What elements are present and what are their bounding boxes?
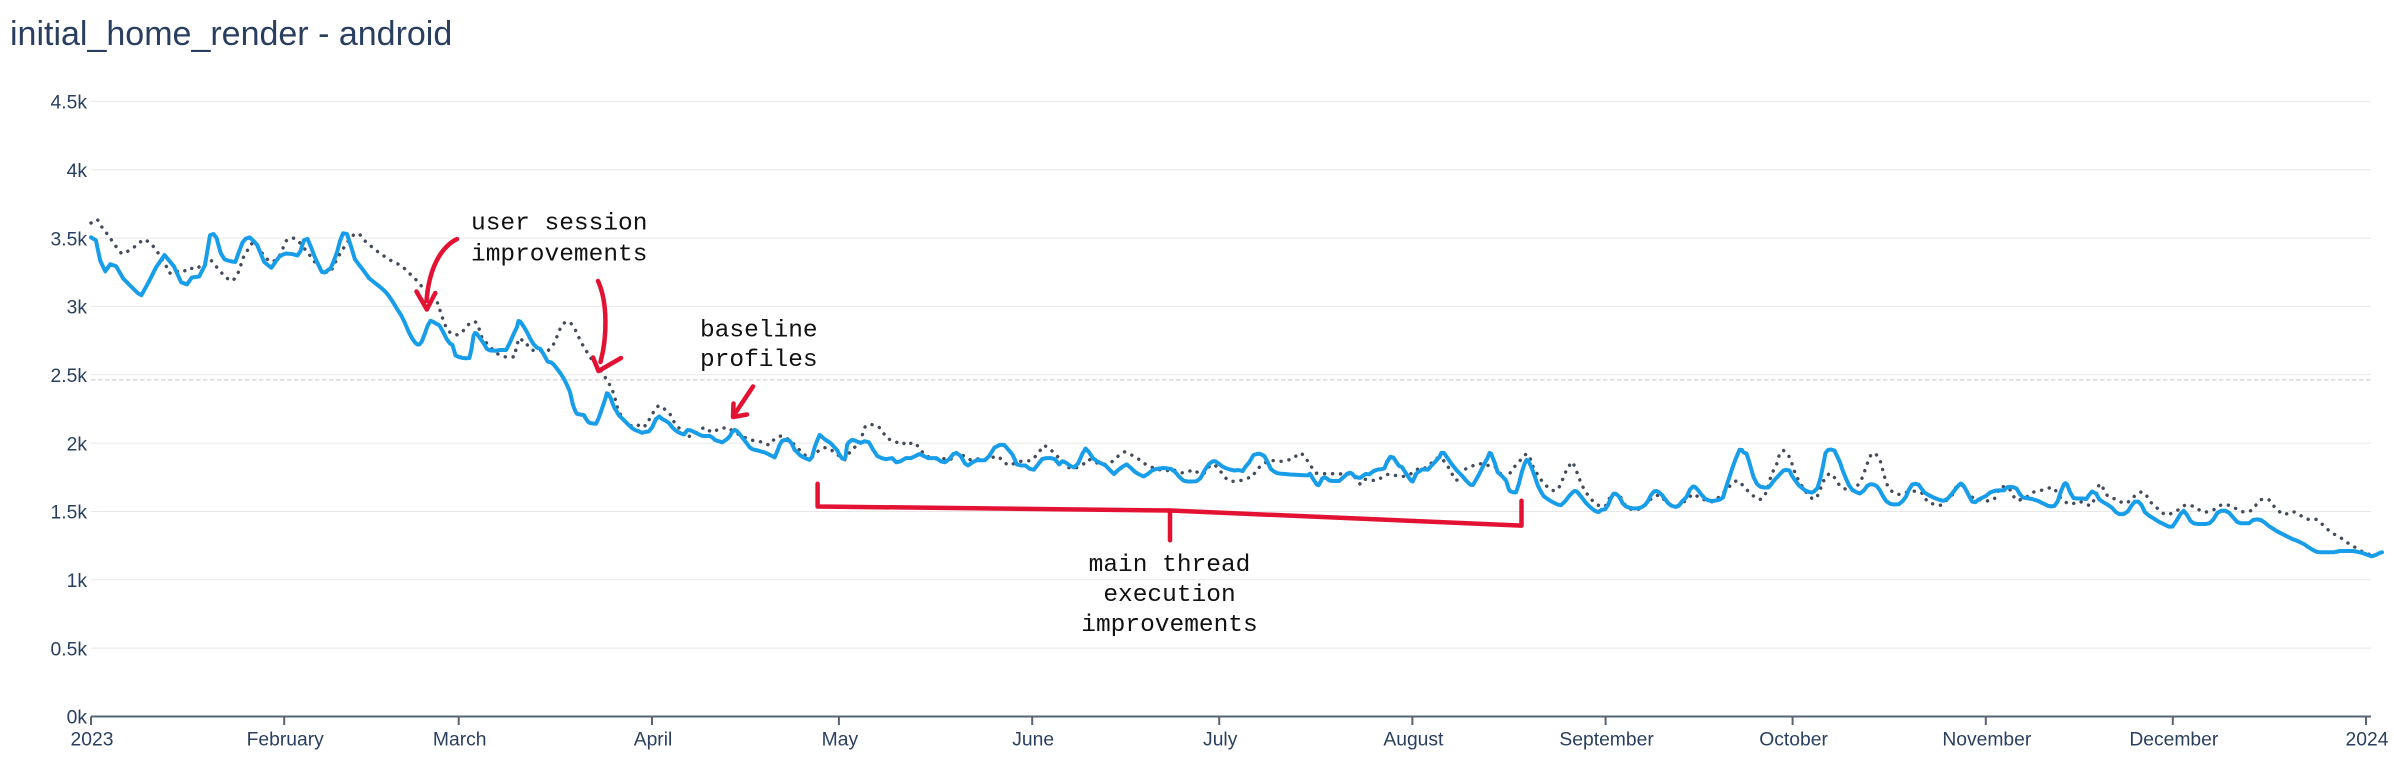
svg-text:initial_home_render - android: initial_home_render - android [10,15,452,53]
svg-text:4k: 4k [67,161,88,182]
svg-text:profiles: profiles [700,347,818,374]
svg-text:user session: user session [471,211,647,238]
svg-text:1k: 1k [67,571,88,592]
svg-text:October: October [1759,730,1828,751]
svg-text:2024: 2024 [2346,730,2389,751]
svg-text:November: November [1942,730,2032,751]
svg-text:August: August [1383,730,1444,751]
svg-text:2.5k: 2.5k [51,366,88,387]
svg-text:1.5k: 1.5k [51,503,88,524]
svg-text:improvements: improvements [471,242,647,269]
svg-text:April: April [634,730,673,751]
svg-text:2k: 2k [67,434,88,455]
svg-text:execution: execution [1103,582,1235,609]
svg-text:improvements: improvements [1081,612,1257,639]
svg-text:September: September [1559,730,1654,751]
svg-text:2023: 2023 [71,730,114,751]
svg-text:March: March [433,730,487,751]
svg-text:0k: 0k [67,708,88,729]
svg-text:0.5k: 0.5k [51,639,88,660]
svg-text:main thread: main thread [1089,552,1251,579]
svg-text:4.5k: 4.5k [51,93,88,114]
svg-text:3k: 3k [67,298,88,319]
svg-text:baseline: baseline [700,318,818,345]
svg-text:February: February [247,730,325,751]
svg-text:December: December [2129,730,2219,751]
svg-text:May: May [822,730,859,751]
svg-text:3.5k: 3.5k [51,229,88,250]
svg-text:July: July [1203,730,1238,751]
svg-text:June: June [1012,730,1054,751]
